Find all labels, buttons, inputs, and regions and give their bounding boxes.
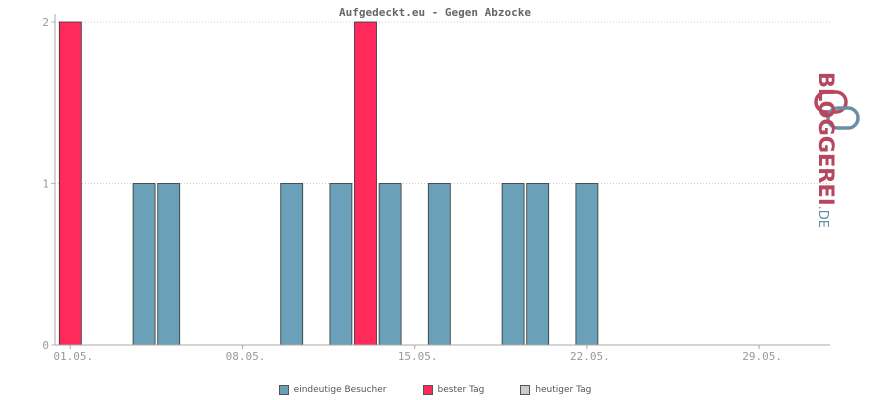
- bar: [378, 183, 402, 346]
- legend-swatch: [422, 385, 433, 395]
- y-tick-label: 2: [42, 16, 49, 29]
- y-tick-label: 0: [42, 339, 49, 352]
- legend-label: heutiger Tag: [535, 385, 592, 395]
- grid: [55, 21, 830, 184]
- x-tick-label: 08.05.: [226, 350, 266, 363]
- x-tick-label: 29.05.: [742, 350, 782, 363]
- brand-name: BLOGGEREI: [814, 72, 838, 206]
- bar: [58, 21, 82, 346]
- x-tick-label: 22.05.: [570, 350, 610, 363]
- bloggerei-logo: BLOGGEREI.DE: [814, 72, 840, 228]
- legend-swatch: [278, 385, 289, 395]
- chart-title: Aufgedeckt.eu - Gegen Abzocke: [339, 6, 531, 19]
- y-tick-label: 1: [42, 178, 49, 191]
- legend-label: bester Tag: [437, 385, 485, 395]
- bar: [427, 183, 451, 346]
- y-tick-labels: 0 1 2: [42, 16, 49, 352]
- legend-item: heutiger Tag: [520, 385, 591, 395]
- bar: [132, 183, 156, 346]
- bar: [526, 183, 550, 346]
- bar: [329, 183, 353, 346]
- legend-swatch: [520, 385, 531, 395]
- legend-item: bester Tag: [422, 385, 485, 395]
- legend-label: eindeutige Besucher: [293, 385, 387, 395]
- x-tick-label: 15.05.: [398, 350, 438, 363]
- legend: eindeutige Besucher bester Tag heutiger Ta…: [0, 385, 870, 395]
- bar: [575, 183, 599, 346]
- x-tick-label: 01.05.: [53, 350, 93, 363]
- bar: [157, 183, 181, 346]
- bar: [501, 183, 525, 346]
- bar: [280, 183, 304, 346]
- bar: [354, 21, 377, 346]
- bloggerei-logo-icon: [814, 90, 860, 130]
- axes: [51, 14, 830, 349]
- x-tick-labels: 01.05. 08.05. 15.05. 22.05. 29.05.: [53, 350, 782, 363]
- brand-tld: .DE: [815, 205, 830, 228]
- legend-item: eindeutige Besucher: [278, 385, 387, 395]
